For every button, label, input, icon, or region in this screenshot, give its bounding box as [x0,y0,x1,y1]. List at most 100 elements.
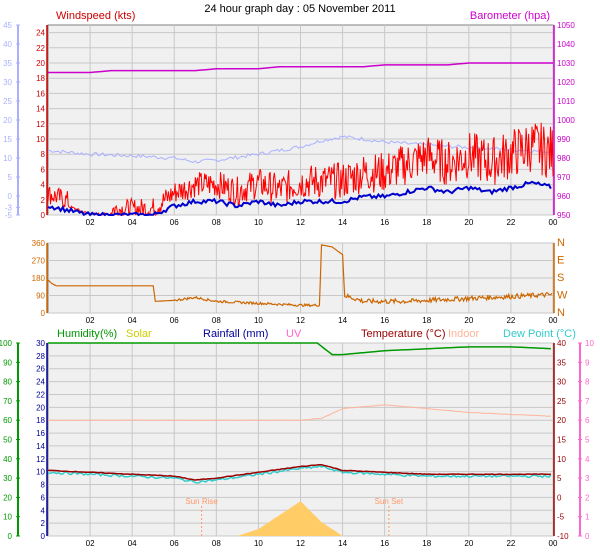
y-right-tick-label: 25 [557,397,566,406]
y-right-tick-label: 1030 [557,59,575,68]
y-left-tick-label: 10 [36,135,45,144]
x-tick-label: 14 [338,218,347,227]
x-tick-label: 10 [254,539,263,548]
barometer-series-line [48,62,553,74]
y-right-tick-label: 0 [557,493,562,502]
y-left-tick-label: 6 [41,165,46,174]
y-left-tick-label: 16 [36,89,45,98]
temperature-series-line [48,463,551,481]
x-tick-label: 08 [212,316,221,325]
y-left-tick-label: 24 [36,378,45,387]
y-left-tick-label: 10 [36,468,45,477]
y-left-tick-label: 18 [36,416,45,425]
y-right-tick-label: 1010 [557,97,575,106]
y-right-tick-label: 960 [557,192,571,201]
x-tick-label: 22 [506,316,515,325]
y-right-tick-label: 1040 [557,40,575,49]
y-left-outer-tick-label: 60 [3,416,12,425]
y-right-tick-label: N [557,237,565,249]
panel2-grid [48,242,554,314]
y-left-tick-label: 270 [32,257,46,266]
y-left-outer-tick-label: 100 [0,339,13,348]
x-tick-label: 20 [464,218,473,227]
windspeed-series-line [47,122,554,217]
y-right-tick-label: S [557,272,564,284]
y-left-tick-label: 2 [41,196,46,205]
y-right-outer-tick-label: 5 [585,436,590,445]
windchill-series-line [48,135,552,164]
y-left-outer-tick-label: 40 [3,40,12,49]
y-left-outer-tick-label: 0 [8,192,13,201]
y-right-tick-label: 1050 [557,21,575,30]
y-right-tick-label: 15 [557,436,566,445]
x-tick-label: 04 [128,218,137,227]
y-left-outer-tick-label: 30 [3,474,12,483]
y-left-outer-tick-label: 10 [3,154,12,163]
y-left-tick-label: 2 [41,519,46,528]
y-left-tick-label: 90 [36,292,45,301]
y-right-outer-tick-label: 0 [585,532,590,541]
x-tick-label: 14 [338,316,347,325]
sunrise-label: Sun Rise [185,497,218,506]
y-left-tick-label: 24 [36,29,45,38]
panel1-grid [48,25,554,216]
y-left-outer-tick-label: 0 [8,532,13,541]
sunset-label: Sun Set [375,497,404,506]
y-left-tick-label: 12 [36,120,45,129]
x-tick-label: 08 [212,218,221,227]
y-right-tick-label: 40 [557,339,566,348]
indoor-legend-label: Indoor [448,328,480,340]
y-right-outer-tick-label: 4 [585,455,590,464]
humidity-legend-unit: (%) [100,328,117,340]
dewpoint-legend-label: Dew Point (°C) [503,328,576,340]
y-left-tick-label: 8 [41,481,46,490]
y-left-outer-tick-label: 20 [3,116,12,125]
y-left-outer-tick-label: 70 [3,397,12,406]
x-tick-label: 06 [170,218,179,227]
y-left-tick-label: 28 [36,352,45,361]
y-left-tick-label: 0 [41,211,46,220]
x-tick-label: 04 [128,316,137,325]
y-right-tick-label: 5 [557,474,562,483]
x-tick-label: 16 [380,316,389,325]
y-left-outer-tick-label: 80 [3,378,12,387]
x-tick-label: 08 [212,539,221,548]
y-right-tick-label: W [557,290,568,302]
panel2-axes: 02 04 06 08 10 12 14 16 18 20 22 00090180270360NWSE… [32,237,568,325]
y-left-tick-label: 22 [36,390,45,399]
y-left-outer-tick-label: 15 [3,135,12,144]
y-left-tick-label: 12 [36,455,45,464]
x-tick-label: 20 [464,539,473,548]
y-left-tick-label: 4 [41,181,46,190]
y-left-outer-tick-label: 35 [3,59,12,68]
panel1-right-axis-label: Barometer (hpa) [470,10,550,22]
y-left-outer-tick-label: 40 [3,455,12,464]
x-tick-label: 02 [86,316,95,325]
solar-series-area [237,501,343,536]
x-tick-label: 20 [464,316,473,325]
y-left-tick-label: 18 [36,74,45,83]
panel3-axes: 02 04 06 08 10 12 14 16 18 20 22 000246810121416182… [0,339,594,548]
y-left-outer-tick-label: 25 [3,97,12,106]
y-left-tick-label: 6 [41,493,46,502]
y-left-outer-tick-label: 30 [3,78,12,87]
y-left-tick-label: 360 [32,239,46,248]
x-tick-label: 00 [549,539,558,548]
y-right-tick-label: 990 [557,135,571,144]
humidity-series-line [48,342,551,356]
y-left-tick-label: 26 [36,365,45,374]
y-right-tick-label: 950 [557,211,571,220]
y-left-tick-label: 4 [41,506,46,515]
y-left-tick-label: 14 [36,105,45,114]
x-tick-label: 22 [506,539,515,548]
y-right-outer-tick-label: 10 [585,339,594,348]
y-left-tick-label: 30 [36,339,45,348]
y-right-tick-label: 30 [557,378,566,387]
y-right-tick-label: 1000 [557,116,575,125]
panel1-left-axis-label: Windspeed (kts) [56,10,135,22]
y-right-outer-tick-label: 2 [585,493,590,502]
indoor-series-line [47,404,551,421]
y-left-outer-tick-label: -5 [5,211,13,220]
x-tick-label: 10 [254,316,263,325]
